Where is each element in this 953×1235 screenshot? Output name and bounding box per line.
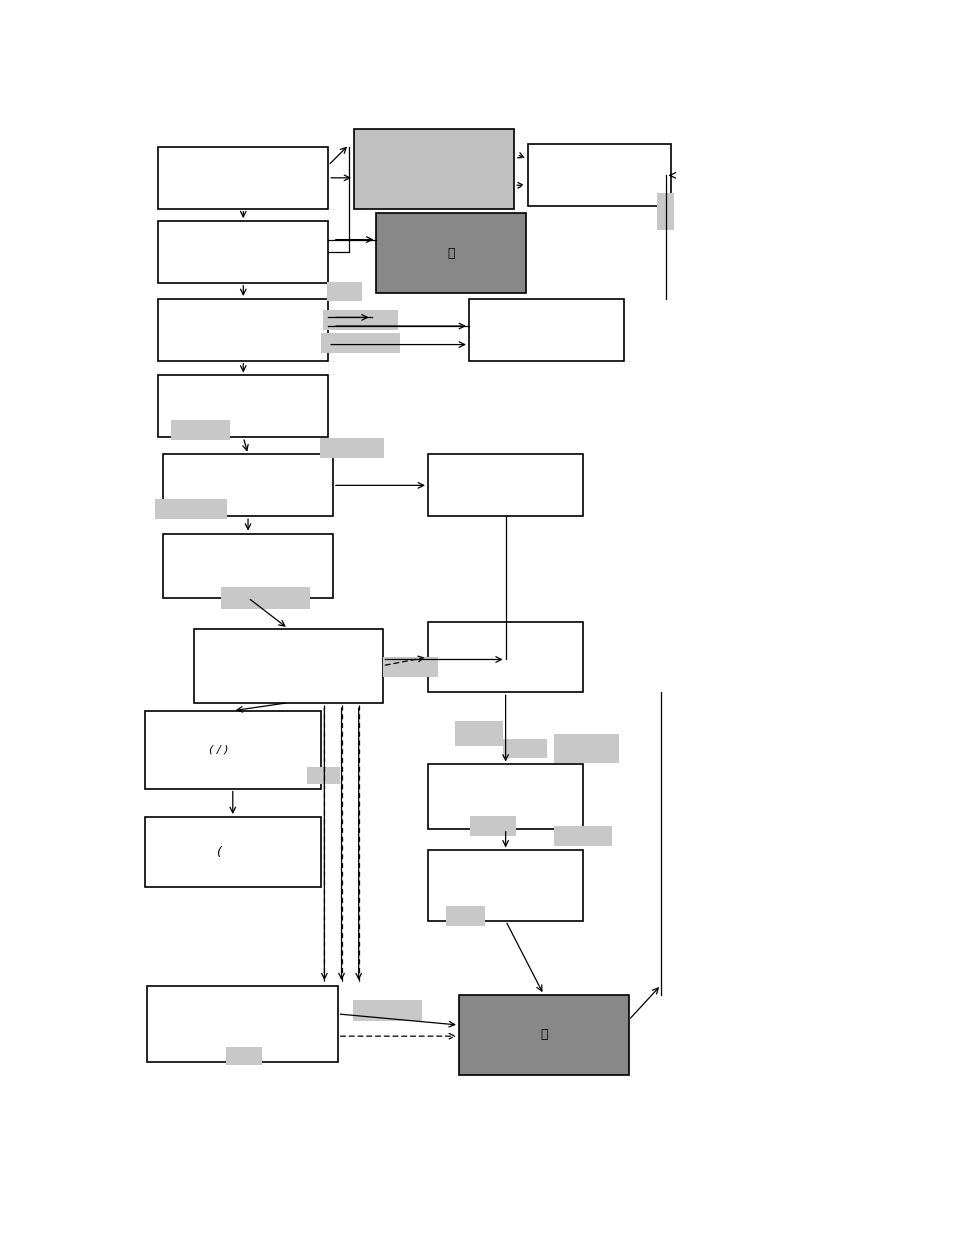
Bar bbox=[382, 657, 437, 677]
Bar bbox=[468, 299, 623, 361]
Bar bbox=[327, 282, 361, 301]
Bar bbox=[446, 906, 484, 926]
Bar bbox=[458, 995, 628, 1074]
Bar bbox=[158, 299, 328, 361]
Bar bbox=[307, 767, 339, 784]
Bar bbox=[427, 851, 583, 921]
Bar bbox=[221, 587, 309, 609]
Text: (: ( bbox=[215, 846, 221, 858]
Bar bbox=[323, 310, 397, 330]
Bar bbox=[321, 333, 399, 353]
Bar bbox=[145, 818, 320, 887]
Bar bbox=[163, 454, 333, 516]
Bar bbox=[193, 629, 382, 703]
Bar bbox=[427, 622, 583, 692]
Bar bbox=[455, 721, 502, 746]
Bar bbox=[375, 212, 525, 293]
Bar bbox=[158, 221, 328, 283]
Text: 🏃: 🏃 bbox=[447, 247, 455, 259]
Bar bbox=[554, 826, 611, 846]
Bar bbox=[171, 420, 230, 440]
Bar bbox=[657, 193, 674, 230]
Bar bbox=[158, 147, 328, 209]
Bar bbox=[427, 454, 583, 516]
Bar bbox=[319, 438, 384, 458]
Bar bbox=[427, 764, 583, 829]
Bar bbox=[527, 144, 670, 206]
Bar bbox=[154, 499, 227, 519]
Text: ( / ): ( / ) bbox=[209, 745, 228, 755]
Bar bbox=[554, 734, 618, 763]
Bar bbox=[353, 1000, 421, 1020]
Bar bbox=[470, 816, 516, 836]
Bar bbox=[145, 710, 320, 788]
Text: 🏃: 🏃 bbox=[539, 1029, 547, 1041]
Bar bbox=[226, 1047, 262, 1065]
Bar bbox=[158, 375, 328, 437]
Bar bbox=[163, 534, 333, 598]
Bar bbox=[147, 986, 337, 1062]
Bar bbox=[502, 739, 546, 758]
Bar bbox=[354, 130, 514, 209]
